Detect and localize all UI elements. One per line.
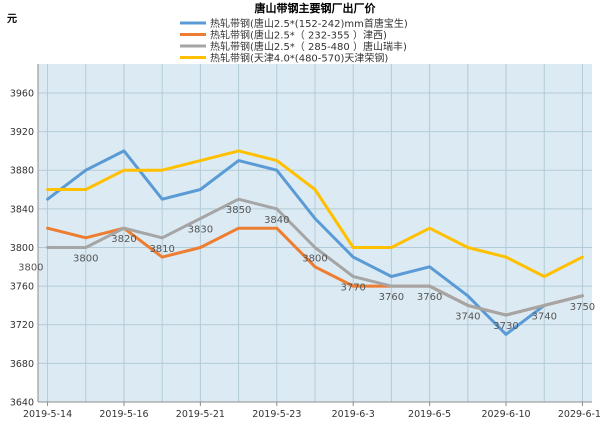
legend-item-label: 热轧带钢(天津4.0*(480-570)天津荣钢) bbox=[210, 52, 388, 65]
legend-item-label: 热轧带钢(唐山2.5*（ 232-355 ）津西) bbox=[210, 29, 387, 42]
series-line-4 bbox=[46, 149, 584, 278]
x-tick-label: 2019-5-14 bbox=[23, 409, 72, 420]
data-label: 3760 bbox=[379, 292, 404, 303]
series-line-1 bbox=[46, 149, 584, 336]
data-label: 3800 bbox=[302, 253, 327, 264]
y-tick-label: 3800 bbox=[10, 243, 34, 254]
data-label: 3820 bbox=[111, 234, 136, 245]
y-tick-label: 3760 bbox=[10, 282, 34, 293]
y-tick-label: 3960 bbox=[10, 88, 34, 99]
y-tick-label: 3840 bbox=[10, 204, 34, 215]
data-label: 3730 bbox=[493, 321, 518, 332]
data-label: 3800 bbox=[73, 253, 98, 264]
y-axis-unit-label: 元 bbox=[7, 13, 17, 25]
y-tick-label: 3920 bbox=[10, 127, 34, 138]
data-label: 3740 bbox=[455, 311, 480, 322]
x-tick-label: 2019-5-16 bbox=[99, 409, 148, 420]
data-label: 3840 bbox=[264, 215, 289, 226]
x-tick-label: 2019-6-5 bbox=[408, 409, 451, 420]
data-label: 3850 bbox=[226, 205, 251, 216]
x-tick-label: 2029-6-10 bbox=[481, 409, 530, 420]
data-label: 3810 bbox=[149, 244, 174, 255]
plot-area: 3640 3680 3720 3760 3800 3840 3880 3920 3960 2019… bbox=[10, 64, 600, 420]
data-label: 3830 bbox=[188, 225, 213, 236]
legend: 热轧带钢(唐山2.5*(152-242)mm首唐宝生)热轧带钢(唐山2.5*（ … bbox=[180, 17, 408, 65]
x-tick-label: 2029-6-12 bbox=[558, 409, 600, 420]
data-label: 3740 bbox=[532, 311, 557, 322]
y-tick-label: 3720 bbox=[10, 320, 34, 331]
x-tick-label: 2019-5-23 bbox=[252, 409, 301, 420]
y-tick-label: 3880 bbox=[10, 166, 34, 177]
data-label: 3750 bbox=[570, 302, 595, 313]
chart-title: 唐山带钢主要钢厂出厂价 bbox=[255, 1, 377, 15]
data-label: 3800 bbox=[18, 262, 43, 273]
data-label: 3770 bbox=[340, 282, 365, 293]
y-tick-label: 3640 bbox=[10, 398, 34, 409]
x-tick-label: 2019-6-3 bbox=[332, 409, 375, 420]
legend-item-label: 热轧带钢(唐山2.5*（ 285-480 ）唐山瑞丰) bbox=[210, 40, 407, 53]
data-label: 3760 bbox=[417, 292, 442, 303]
series-line-3 bbox=[46, 197, 584, 317]
legend-item-label: 热轧带钢(唐山2.5*(152-242)mm首唐宝生) bbox=[210, 17, 408, 30]
x-tick-label: 2019-5-21 bbox=[176, 409, 225, 420]
y-tick-label: 3680 bbox=[10, 359, 34, 370]
